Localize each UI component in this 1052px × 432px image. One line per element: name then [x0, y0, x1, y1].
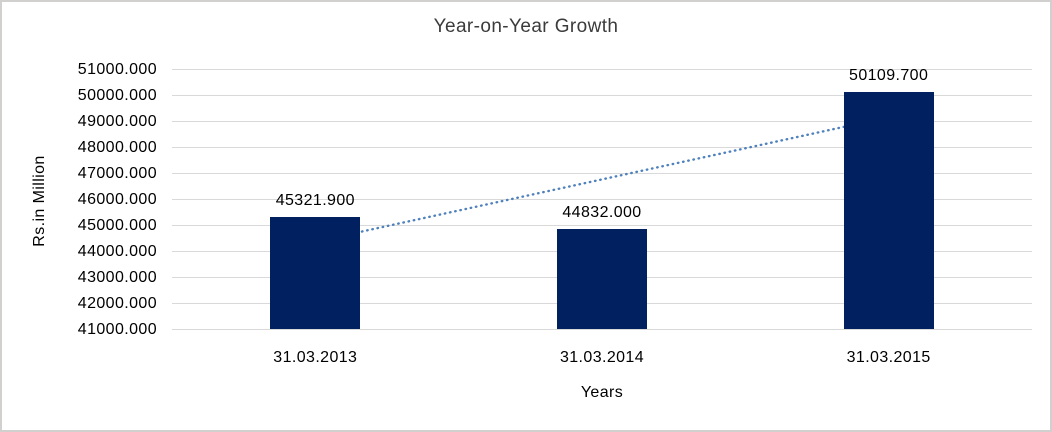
plot-area: 45321.900 44832.000 50109.700 — [172, 67, 1032, 330]
trendline[interactable] — [172, 69, 1032, 329]
gridline — [172, 173, 1032, 174]
y-tick-label: 49000.000 — [77, 112, 157, 130]
bar-31.03.2014[interactable] — [557, 229, 647, 329]
chart-title: Year-on-Year Growth — [433, 16, 619, 37]
x-category-label: 31.03.2014 — [559, 349, 645, 366]
x-axis-title: Years — [580, 384, 624, 401]
y-tick-label: 41000.000 — [77, 320, 157, 338]
y-tick-label: 50000.000 — [77, 86, 157, 104]
x-category-label: 31.03.2015 — [846, 349, 931, 366]
gridline — [172, 95, 1032, 96]
gridline — [172, 225, 1032, 226]
y-tick-label: 51000.000 — [77, 60, 157, 78]
gridline — [172, 121, 1032, 122]
bar-data-label: 44832.000 — [562, 204, 642, 222]
gridline — [172, 69, 1032, 70]
gridline — [172, 199, 1032, 200]
y-tick-label: 47000.000 — [77, 164, 157, 182]
y-tick-label: 45000.000 — [77, 216, 157, 234]
y-tick-label: 42000.000 — [77, 294, 157, 312]
y-tick-label: 44000.000 — [77, 242, 157, 260]
bar-31.03.2015[interactable] — [843, 92, 934, 329]
gridline — [172, 147, 1032, 148]
bar-data-label: 45321.900 — [275, 191, 355, 209]
gridline — [172, 329, 1032, 330]
x-category-label: 31.03.2013 — [273, 349, 358, 366]
bar-31.03.2013[interactable] — [270, 216, 361, 329]
y-tick-label: 48000.000 — [77, 138, 157, 156]
y-tick-label: 43000.000 — [77, 268, 157, 286]
y-tick-label: 46000.000 — [77, 190, 157, 208]
bar-data-label: 50109.700 — [849, 67, 929, 85]
